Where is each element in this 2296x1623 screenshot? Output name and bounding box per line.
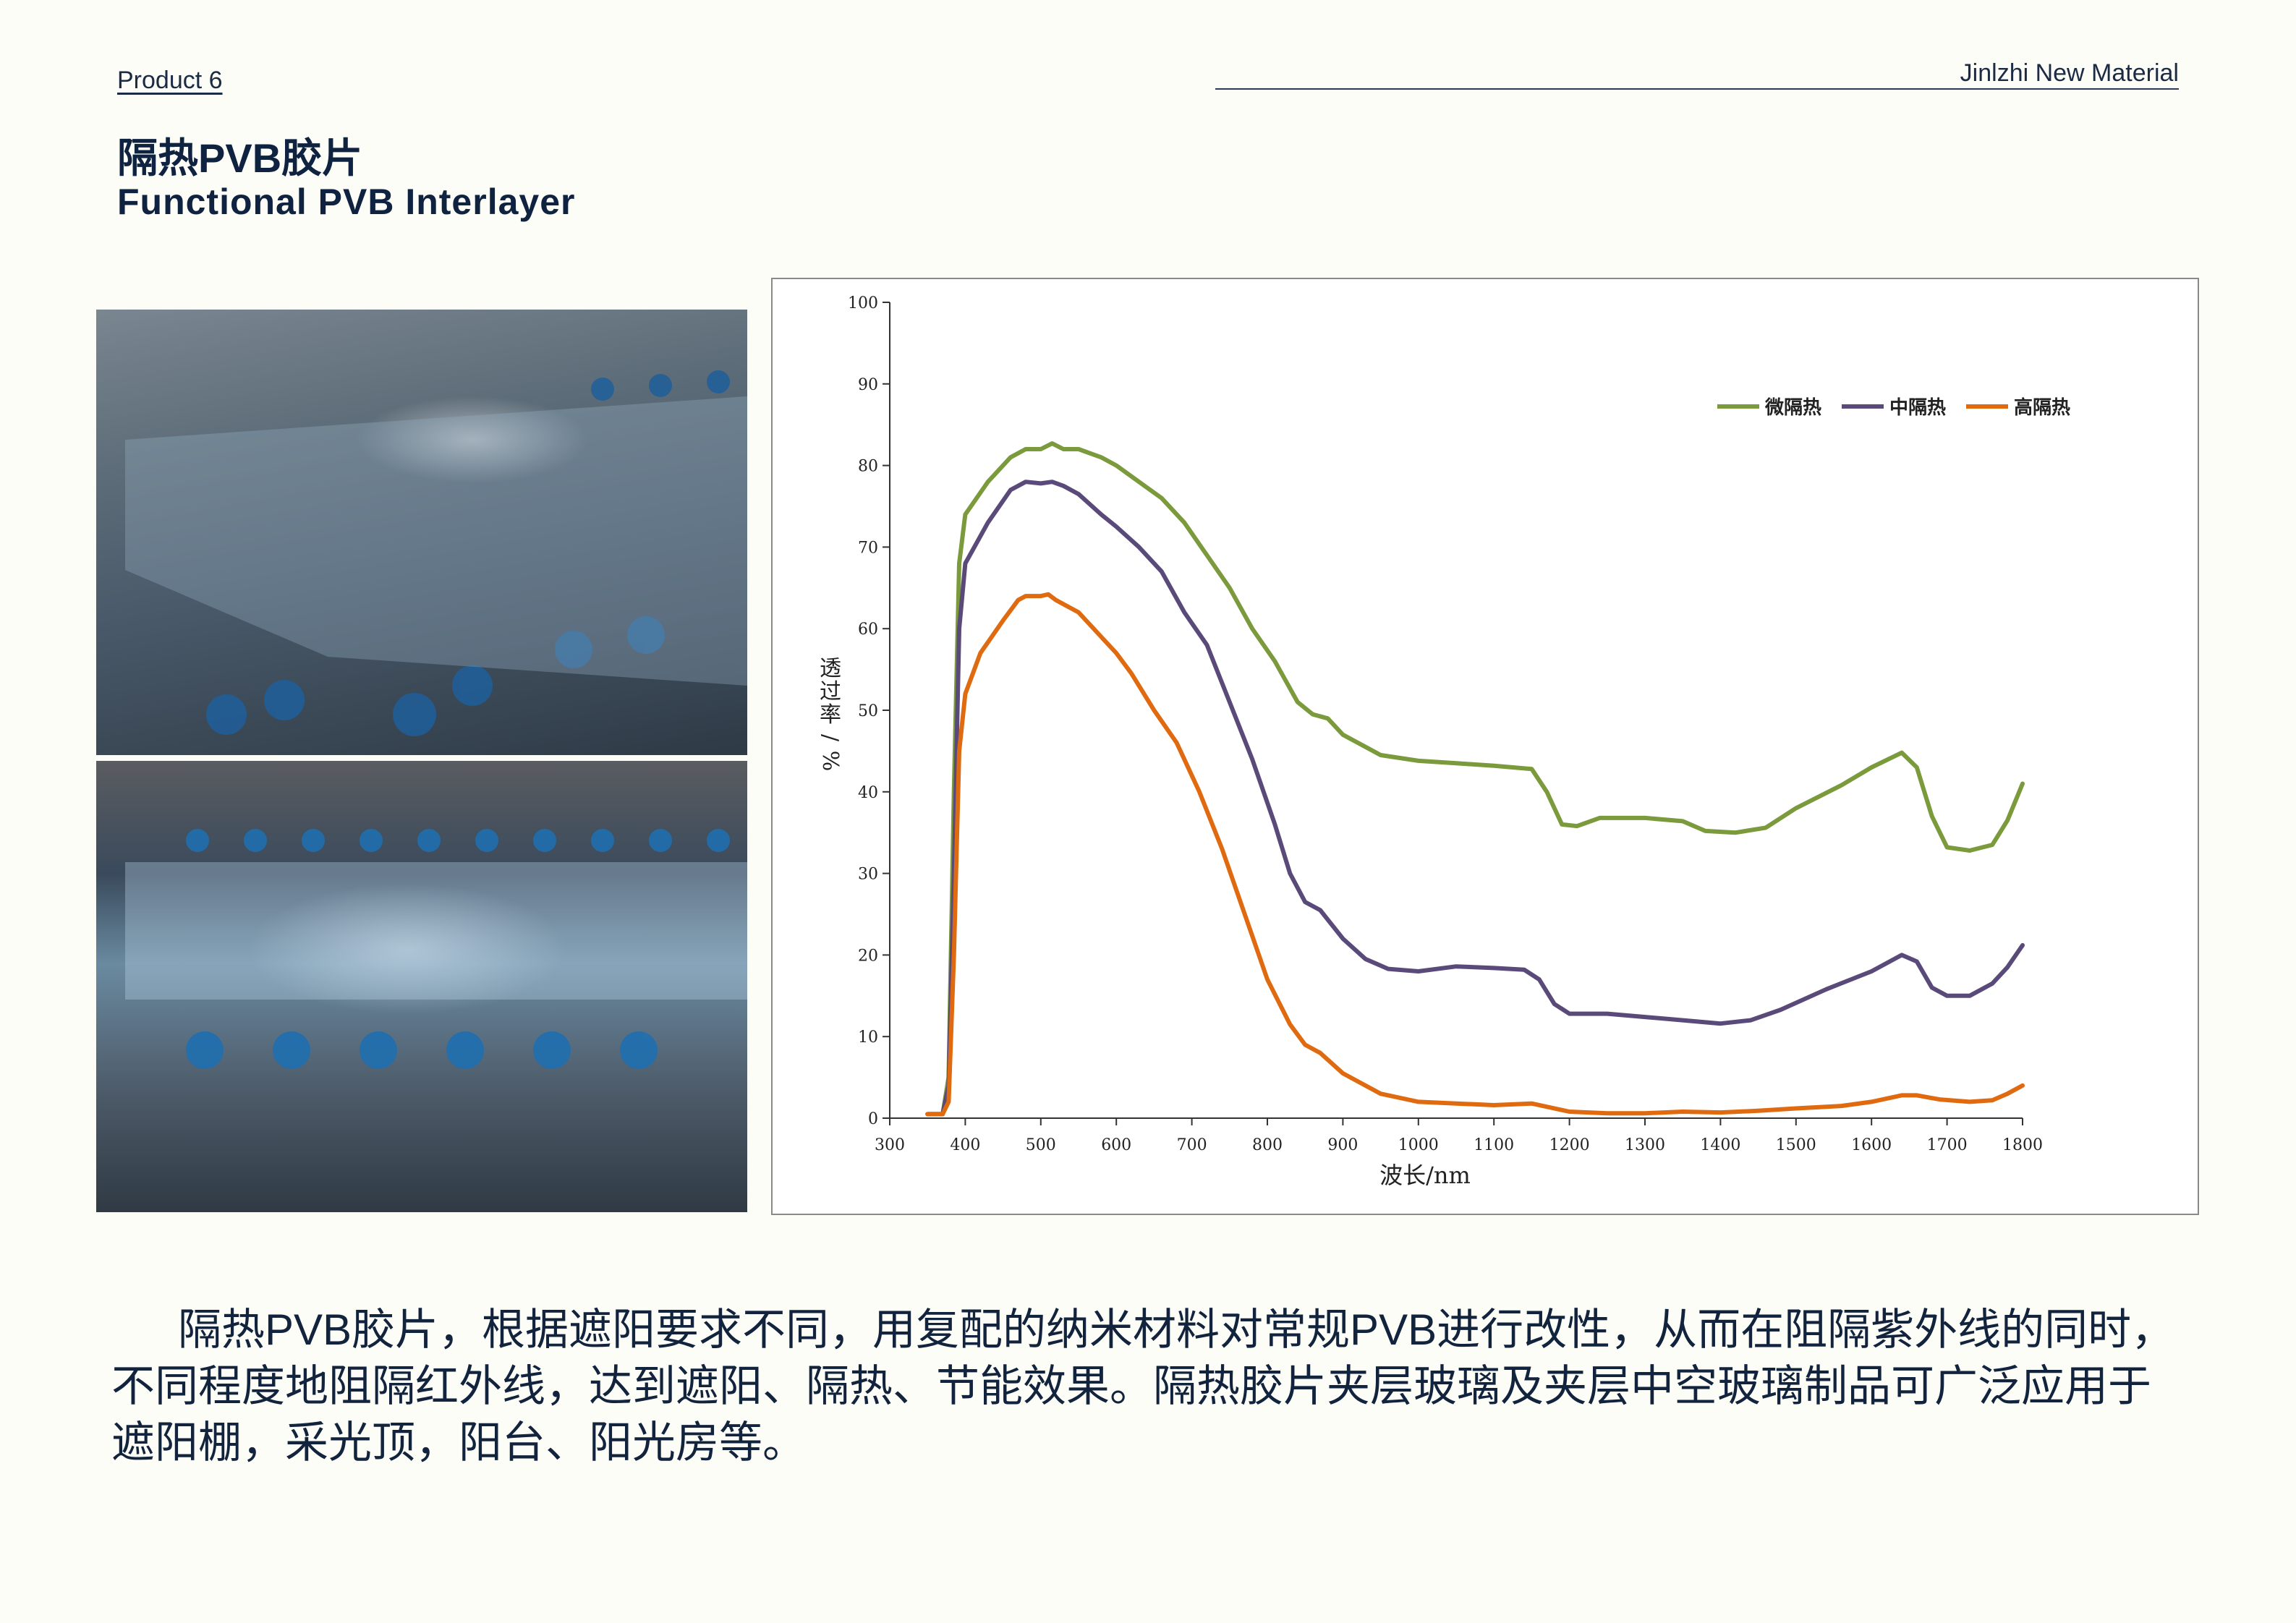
y-tick-label: 0 bbox=[868, 1110, 878, 1128]
y-tick-label: 70 bbox=[858, 539, 878, 557]
x-tick-label: 800 bbox=[1252, 1136, 1283, 1154]
x-tick-label: 500 bbox=[1026, 1136, 1056, 1154]
page-title-cn: 隔热PVB胶片 bbox=[117, 135, 363, 181]
x-axis-ticks: 300 400 500 600 700 800 900 1000 1100 1200 1300 140… bbox=[875, 1118, 2043, 1154]
series-line-0 bbox=[925, 441, 2025, 1117]
production-photo-top bbox=[96, 310, 747, 755]
legend-label-0: 微隔热 bbox=[1764, 396, 1821, 419]
y-axis-label-char: 透 bbox=[820, 656, 841, 681]
chart-axes bbox=[889, 302, 2023, 1119]
series-line-1 bbox=[925, 480, 2025, 1117]
legend-label-2: 高隔热 bbox=[2014, 396, 2070, 419]
y-tick-label: 80 bbox=[858, 458, 878, 476]
x-tick-label: 300 bbox=[875, 1136, 905, 1154]
y-tick-label: 60 bbox=[858, 621, 878, 639]
chart-series bbox=[925, 441, 2025, 1117]
chart-legend: 微隔热 中隔热 高隔热 bbox=[1717, 396, 2070, 419]
x-axis-label: 波长/nm bbox=[1379, 1162, 1471, 1189]
y-axis-label: 透过率 /% bbox=[817, 656, 843, 771]
y-axis-label-char: % bbox=[817, 751, 843, 772]
x-tick-label: 1600 bbox=[1851, 1136, 1892, 1154]
y-tick-label: 20 bbox=[858, 947, 878, 965]
y-tick-label: 50 bbox=[858, 702, 878, 720]
x-tick-label: 1800 bbox=[2002, 1136, 2043, 1154]
production-photo-bottom-graphic bbox=[125, 829, 747, 1069]
company-name: Jinlzhi New Material bbox=[1960, 59, 2179, 87]
x-tick-label: 1200 bbox=[1549, 1136, 1590, 1154]
header-rule bbox=[1215, 88, 2179, 90]
y-axis-label-char: 过 bbox=[820, 679, 841, 704]
transmittance-chart-svg: 0 10 20 30 40 50 60 70 80 90 100 300 400 500 600 700 80… bbox=[817, 294, 2070, 1189]
x-tick-label: 900 bbox=[1327, 1136, 1358, 1154]
y-tick-label: 40 bbox=[858, 784, 878, 802]
x-tick-label: 1400 bbox=[1700, 1136, 1740, 1154]
transmittance-chart: 0 10 20 30 40 50 60 70 80 90 100 300 400 500 600 700 80… bbox=[771, 278, 2199, 1215]
y-axis-ticks: 0 10 20 30 40 50 60 70 80 90 100 bbox=[848, 294, 890, 1128]
production-photo-bottom bbox=[96, 761, 747, 1212]
y-axis-label-char: 率 bbox=[820, 702, 841, 728]
legend-label-1: 中隔热 bbox=[1889, 397, 1946, 419]
x-tick-label: 1700 bbox=[1927, 1136, 1968, 1154]
y-axis-label-char: / bbox=[817, 734, 843, 742]
x-tick-label: 1000 bbox=[1398, 1136, 1439, 1154]
series-line-2 bbox=[925, 592, 2025, 1117]
product-description: 隔热PVB胶片，根据遮阳要求不同，用复配的纳米材料对常规PVB进行改性，从而在阻… bbox=[111, 1305, 2175, 1467]
y-tick-label: 100 bbox=[848, 294, 878, 312]
y-tick-label: 30 bbox=[858, 866, 878, 884]
x-tick-label: 700 bbox=[1177, 1136, 1207, 1154]
y-tick-label: 90 bbox=[858, 376, 878, 394]
x-tick-label: 1300 bbox=[1625, 1136, 1665, 1154]
x-tick-label: 1100 bbox=[1474, 1136, 1514, 1154]
y-tick-label: 10 bbox=[858, 1028, 878, 1047]
page-title-en: Functional PVB Interlayer bbox=[117, 182, 576, 222]
product-label: Product 6 bbox=[117, 67, 223, 94]
x-tick-label: 1500 bbox=[1776, 1136, 1816, 1154]
x-tick-label: 600 bbox=[1101, 1136, 1131, 1154]
x-tick-label: 400 bbox=[950, 1136, 980, 1154]
production-photo-top-graphic bbox=[125, 370, 747, 736]
